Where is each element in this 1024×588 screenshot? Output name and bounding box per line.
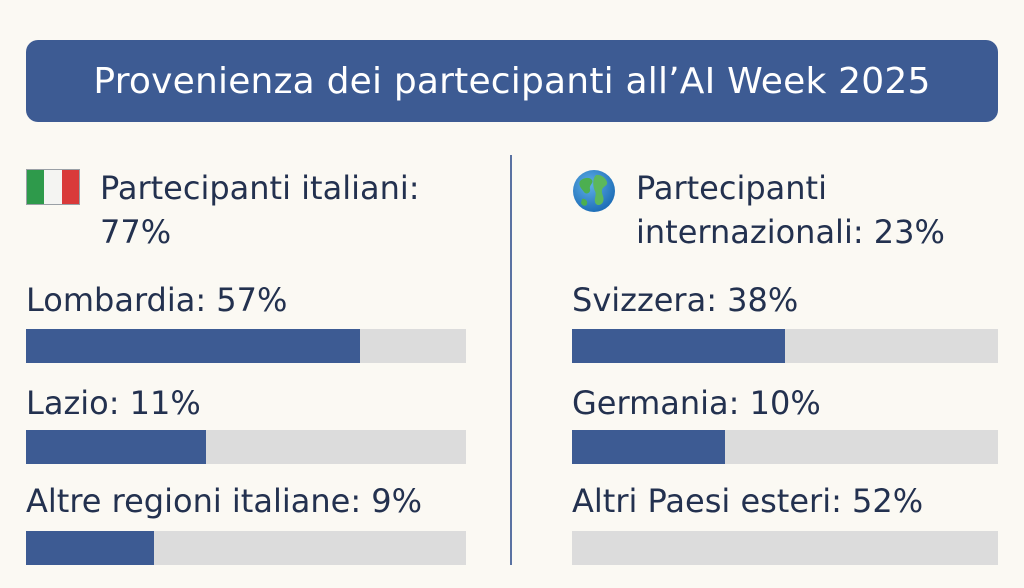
title-banner: Provenienza dei partecipanti all’AI Week… <box>26 40 998 122</box>
bar-track-altre-regioni <box>26 531 466 565</box>
italy-flag-icon <box>26 169 80 205</box>
bar-track-svizzera <box>572 329 998 363</box>
bar-label-altre-regioni: Altre regioni italiane: 9% <box>26 482 423 520</box>
bar-label-altri-paesi: Altri Paesi esteri: 52% <box>572 482 924 520</box>
bar-svizzera <box>572 329 785 363</box>
column-divider <box>510 155 512 565</box>
bar-altre-regioni <box>26 531 154 565</box>
bar-track-germania <box>572 430 998 464</box>
chart-title: Provenienza dei partecipanti all’AI Week… <box>93 60 931 102</box>
bar-lazio <box>26 430 207 464</box>
bar-label-lombardia: Lombardia: 57% <box>26 281 288 319</box>
international-header: Partecipanti internazionali: 23% <box>572 166 998 254</box>
italian-heading: Partecipanti italiani: 77% <box>100 169 420 251</box>
bar-label-germania: Germania: 10% <box>572 384 821 422</box>
bar-track-altri-paesi <box>572 531 998 565</box>
bar-lombardia <box>26 329 361 363</box>
bar-track-lombardia <box>26 329 466 363</box>
bar-germania <box>572 430 726 464</box>
bar-label-lazio: Lazio: 11% <box>26 384 201 422</box>
italian-header: Partecipanti italiani: 77% <box>26 166 466 254</box>
bar-label-svizzera: Svizzera: 38% <box>572 281 799 319</box>
globe-icon <box>573 170 615 212</box>
international-heading: Partecipanti internazionali: 23% <box>636 169 945 251</box>
bar-track-lazio <box>26 430 466 464</box>
